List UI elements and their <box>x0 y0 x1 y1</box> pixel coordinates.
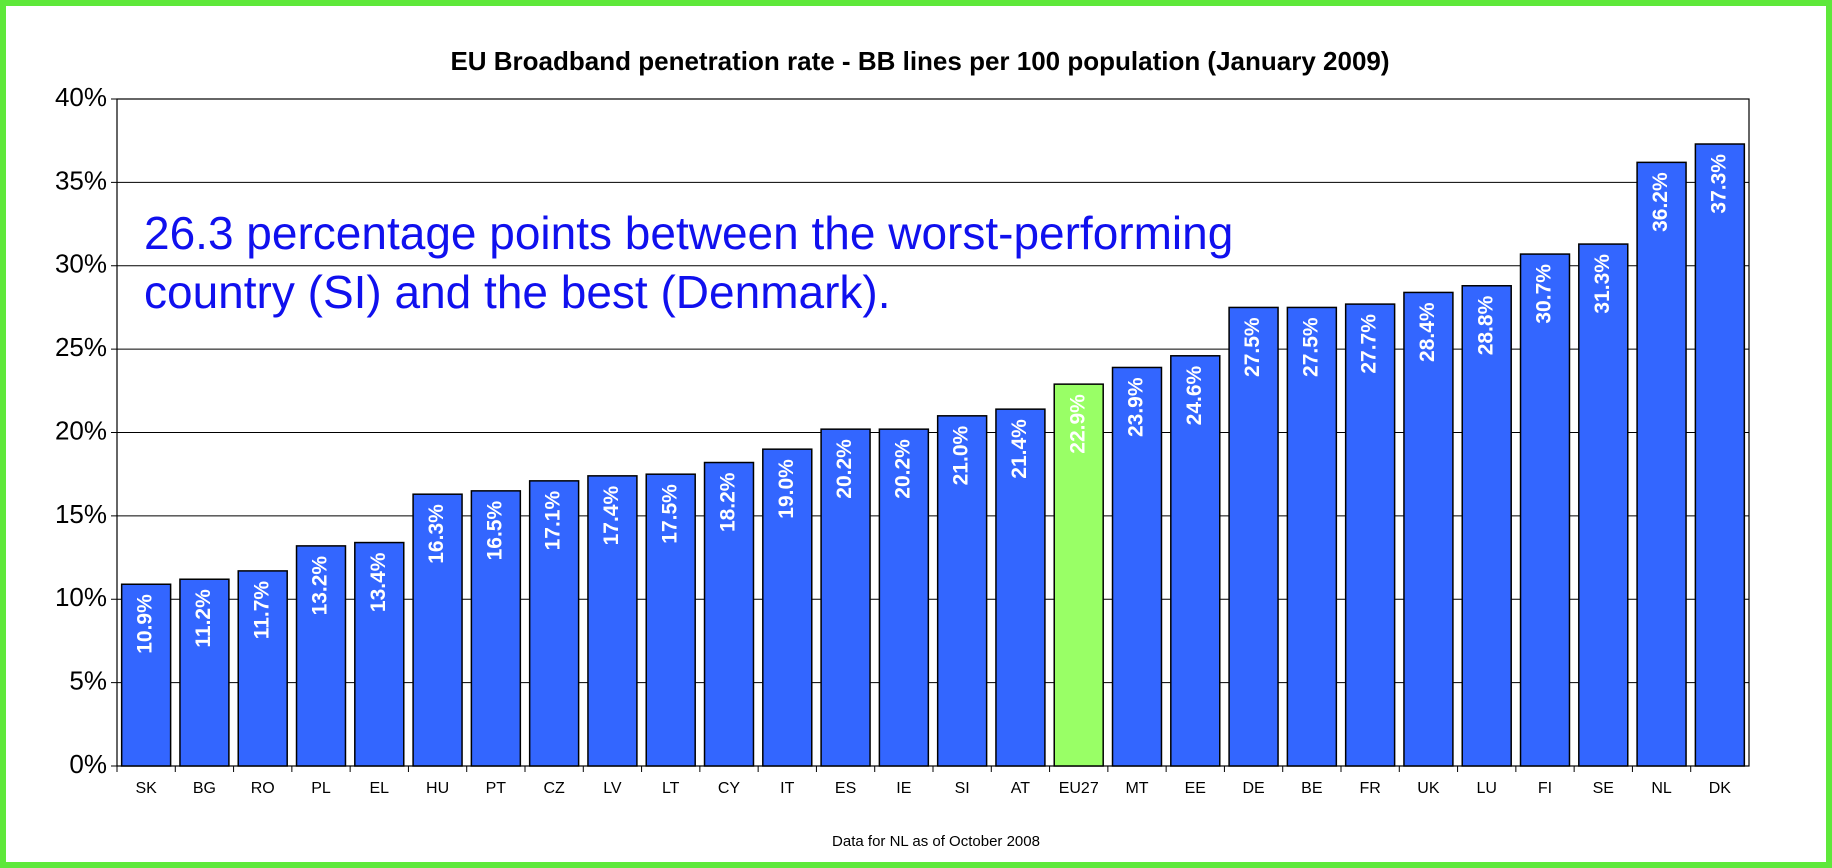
bar <box>1286 306 1338 767</box>
x-tick-label: EL <box>369 780 389 797</box>
value-label: 17.4% <box>600 486 623 546</box>
x-tick-label: RO <box>251 780 275 797</box>
value-label: 24.6% <box>1183 365 1206 425</box>
x-tick-label: FI <box>1538 780 1552 797</box>
x-tick-label: DK <box>1709 780 1732 797</box>
y-tick-label: 20% <box>55 415 107 445</box>
annotation: country (SI) and the best (Denmark). <box>144 266 891 318</box>
page: EU Broadband penetration rate - BB lines… <box>6 6 1826 862</box>
y-tick-label: 25% <box>55 332 107 362</box>
value-label: 36.2% <box>1649 172 1672 232</box>
x-tick-label: NL <box>1651 780 1672 797</box>
bar <box>1519 253 1571 767</box>
value-label: 16.3% <box>425 504 448 564</box>
bar <box>995 408 1046 767</box>
y-tick-label: 0% <box>69 749 107 779</box>
x-tick-label: PT <box>486 780 507 797</box>
value-label: 22.9% <box>1066 394 1089 454</box>
value-label: 17.1% <box>542 491 565 551</box>
x-tick-label: BG <box>193 780 216 797</box>
bar <box>528 480 580 767</box>
x-tick-label: SE <box>1593 780 1614 797</box>
footnote: Data for NL as of October 2008 <box>832 833 1040 850</box>
value-label: 27.5% <box>1241 317 1264 377</box>
bar <box>237 570 288 767</box>
bar <box>470 490 522 767</box>
x-tick-label: ES <box>835 780 856 797</box>
bar <box>412 493 463 767</box>
bar <box>295 545 347 767</box>
value-label: 28.8% <box>1474 295 1497 355</box>
value-label: 17.5% <box>658 484 681 544</box>
x-tick-label: SI <box>955 780 970 797</box>
bar <box>703 461 755 767</box>
value-label: 21.0% <box>950 425 973 485</box>
chart-title: EU Broadband penetration rate - BB lines… <box>450 46 1389 76</box>
y-tick-label: 30% <box>55 249 107 279</box>
y-tick-label: 40% <box>55 82 107 112</box>
value-label: 11.2% <box>192 589 215 648</box>
bar <box>1053 383 1104 767</box>
bar <box>587 475 638 767</box>
chart: EU Broadband penetration rate - BB lines… <box>55 46 1750 850</box>
x-tick-label: HU <box>426 780 449 797</box>
value-label: 20.2% <box>891 439 914 499</box>
bar <box>1344 303 1396 767</box>
bar <box>120 583 172 767</box>
y-tick-label: 35% <box>55 165 107 195</box>
x-tick-label: CY <box>718 780 741 797</box>
bar <box>1694 143 1746 767</box>
value-label: 13.4% <box>367 552 390 612</box>
x-tick-label: DE <box>1242 780 1264 797</box>
value-label: 13.2% <box>309 556 332 616</box>
y-tick-label: 10% <box>55 582 107 612</box>
bar <box>820 428 871 767</box>
x-tick-label: CZ <box>543 780 565 797</box>
x-tick-label: EU27 <box>1059 780 1099 797</box>
bar <box>1111 366 1163 767</box>
value-label: 21.4% <box>1008 419 1031 479</box>
x-tick-label: IT <box>780 780 794 797</box>
annotation: 26.3 percentage points between the worst… <box>144 207 1233 259</box>
value-label: 10.9% <box>134 594 157 654</box>
bar <box>1636 161 1687 767</box>
value-label: 27.7% <box>1358 314 1381 374</box>
bar <box>1170 355 1221 767</box>
value-label: 37.3% <box>1707 154 1730 214</box>
value-label: 27.5% <box>1299 317 1322 377</box>
value-label: 11.7% <box>250 581 273 640</box>
value-label: 16.5% <box>483 501 506 561</box>
x-tick-label: EE <box>1185 780 1206 797</box>
value-label: 20.2% <box>833 439 856 499</box>
bar <box>1461 285 1512 767</box>
x-tick-label: SK <box>135 780 157 797</box>
x-tick-label: FR <box>1359 780 1380 797</box>
bar <box>354 541 405 767</box>
x-tick-label: IE <box>896 780 911 797</box>
bar <box>878 428 930 767</box>
x-tick-label: LU <box>1476 780 1496 797</box>
x-tick-label: PL <box>311 780 331 797</box>
bar <box>1228 306 1279 767</box>
value-label: 28.4% <box>1416 302 1439 362</box>
value-label: 30.7% <box>1533 264 1556 324</box>
x-tick-label: BE <box>1301 780 1322 797</box>
value-label: 31.3% <box>1591 254 1614 314</box>
bar <box>645 473 696 767</box>
y-tick-label: 15% <box>55 499 107 529</box>
x-tick-label: LT <box>662 780 680 797</box>
bar <box>936 415 988 767</box>
value-label: 19.0% <box>775 459 798 519</box>
x-tick-label: LV <box>603 780 622 797</box>
x-tick-label: MT <box>1125 780 1148 797</box>
value-label: 23.9% <box>1125 377 1148 437</box>
y-tick-label: 5% <box>69 666 107 696</box>
x-tick-label: AT <box>1011 780 1030 797</box>
bar <box>762 448 813 767</box>
bar <box>1403 291 1454 767</box>
bar <box>1578 243 1629 767</box>
bar <box>179 578 230 767</box>
x-tick-label: UK <box>1417 780 1440 797</box>
value-label: 18.2% <box>717 472 740 532</box>
